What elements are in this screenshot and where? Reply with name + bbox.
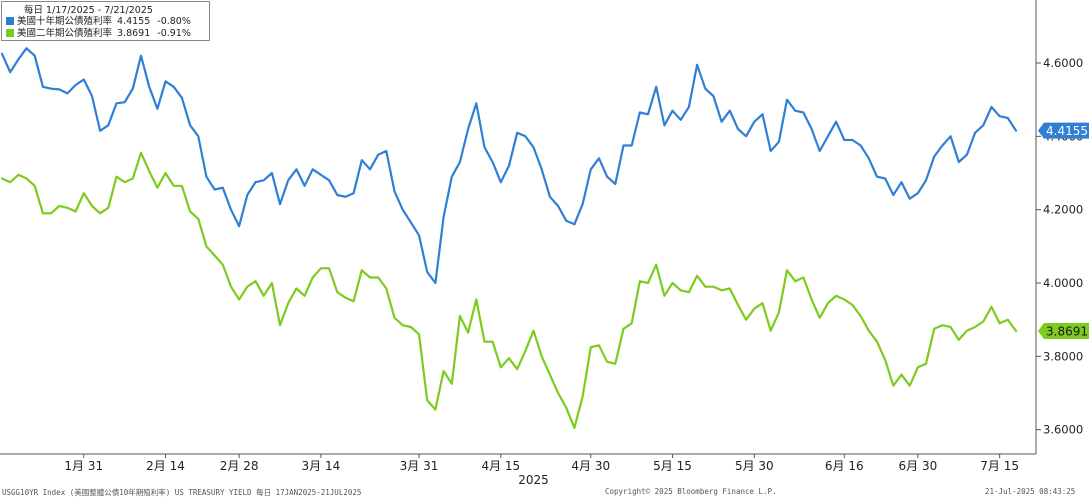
last-value-tag — [1038, 122, 1089, 139]
legend: 每日 1/17/2025 - 7/21/2025 美國十年期公債殖利率 4.415… — [1, 1, 210, 41]
series-line-10y — [0, 47, 1018, 285]
last-value-label-2y: 3.8691 — [1038, 322, 1089, 339]
legend-row-2y: 美國二年期公債殖利率 3.8691 -0.91% — [6, 28, 191, 40]
legend-title: 每日 1/17/2025 - 7/21/2025 — [24, 5, 153, 16]
legend-row-10y: 美國十年期公債殖利率 4.4155 -0.80% — [6, 16, 191, 28]
last-value-labels: 4.4155 3.8691 — [1038, 122, 1089, 339]
x-tick-label: 3月 31 — [400, 459, 439, 473]
footer-copyright: Copyright© 2025 Bloomberg Finance L.P. — [605, 487, 777, 496]
y-tick-label: 4.2000 — [1043, 203, 1083, 217]
y-tick-label: 3.8000 — [1043, 349, 1083, 363]
legend-name-10y: 美國十年期公債殖利率 — [17, 16, 113, 27]
last-value-label-10y: 4.4155 — [1038, 122, 1089, 139]
y-tick-label: 3.6000 — [1043, 423, 1083, 437]
footer-index-description: USGG10YR Index (美國整體公債10年期殖利率) US TREASU… — [2, 488, 362, 497]
last-value-text: 4.4155 — [1046, 124, 1088, 138]
last-value-text: 3.8691 — [1046, 324, 1088, 338]
x-axis-year-label: 2025 — [518, 473, 549, 487]
x-tick-label: 6月 16 — [825, 459, 864, 473]
last-value-tag — [1038, 322, 1089, 339]
x-axis: 1月 31 2月 14 2月 28 3月 14 3月 31 4月 15 4月 30 5月 15… — [64, 454, 1019, 473]
x-tick-label: 5月 30 — [735, 459, 774, 473]
x-tick-label: 1月 31 — [64, 459, 103, 473]
x-tick-label: 2月 14 — [146, 459, 185, 473]
y-tick-label: 4.6000 — [1043, 56, 1083, 70]
legend-swatch-2y — [6, 29, 14, 37]
series-layer — [0, 47, 1018, 429]
legend-value-10y: 4.4155 — [117, 16, 151, 27]
x-tick-label: 4月 15 — [481, 459, 520, 473]
series-line-2y — [0, 151, 1018, 429]
legend-change-10y: -0.80% — [157, 16, 191, 27]
legend-name-2y: 美國二年期公債殖利率 — [17, 28, 113, 39]
legend-value-2y: 3.8691 — [117, 28, 151, 39]
x-tick-label: 6月 30 — [899, 459, 938, 473]
x-tick-label: 7月 15 — [980, 459, 1019, 473]
x-tick-label: 5月 15 — [653, 459, 692, 473]
legend-swatch-10y — [6, 17, 14, 25]
y-tick-label: 4.0000 — [1043, 276, 1083, 290]
x-tick-label: 3月 14 — [302, 459, 341, 473]
x-tick-label: 2月 28 — [220, 459, 259, 473]
plot-frame — [0, 0, 1037, 455]
x-tick-label: 4月 30 — [571, 459, 610, 473]
legend-change-2y: -0.91% — [157, 28, 191, 39]
footer-timestamp: 21-Jul-2025 08:43:25 — [985, 487, 1076, 496]
